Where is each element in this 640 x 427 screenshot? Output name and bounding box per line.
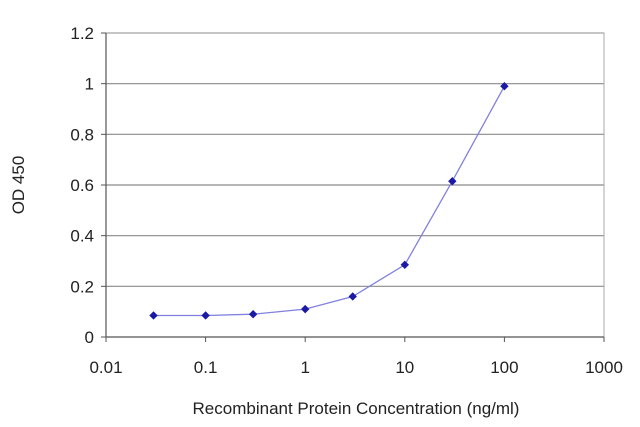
y-tick-label-4: 0.8 xyxy=(70,125,94,144)
y-tick-label-3: 0.6 xyxy=(70,176,94,195)
x-tick-label-4: 100 xyxy=(490,358,518,377)
data-points xyxy=(149,82,509,320)
y-tick-labels: 0 0.2 0.4 0.6 0.8 1 1.2 xyxy=(70,24,94,347)
x-tick-label-0: 0.01 xyxy=(89,358,122,377)
x-tick-label-2: 1 xyxy=(300,358,309,377)
x-axis-title: Recombinant Protein Concentration (ng/ml… xyxy=(193,399,520,418)
data-point-6 xyxy=(448,177,457,186)
series-line xyxy=(153,85,505,317)
data-point-2 xyxy=(248,310,258,319)
x-tick-label-1: 0.1 xyxy=(194,358,218,377)
x-tick-label-5: 1000 xyxy=(585,358,623,377)
data-point-7 xyxy=(500,82,509,91)
x-tick-label-3: 10 xyxy=(395,358,414,377)
axes xyxy=(101,32,605,342)
data-point-0 xyxy=(149,311,158,320)
data-point-4 xyxy=(348,292,357,301)
gridlines xyxy=(106,32,604,287)
data-point-5 xyxy=(400,260,409,269)
y-tick-label-0: 0 xyxy=(85,328,94,347)
data-point-3 xyxy=(301,304,310,314)
x-tick-labels: 0.01 0.1 1 10 100 1000 xyxy=(89,358,622,377)
y-axis-title: OD 450 xyxy=(9,156,28,215)
data-point-1 xyxy=(201,311,210,320)
y-tick-label-1: 0.2 xyxy=(70,277,94,296)
y-tick-label-6: 1.2 xyxy=(70,24,94,43)
y-tick-label-5: 1 xyxy=(85,75,94,94)
y-tick-label-2: 0.4 xyxy=(70,227,94,246)
